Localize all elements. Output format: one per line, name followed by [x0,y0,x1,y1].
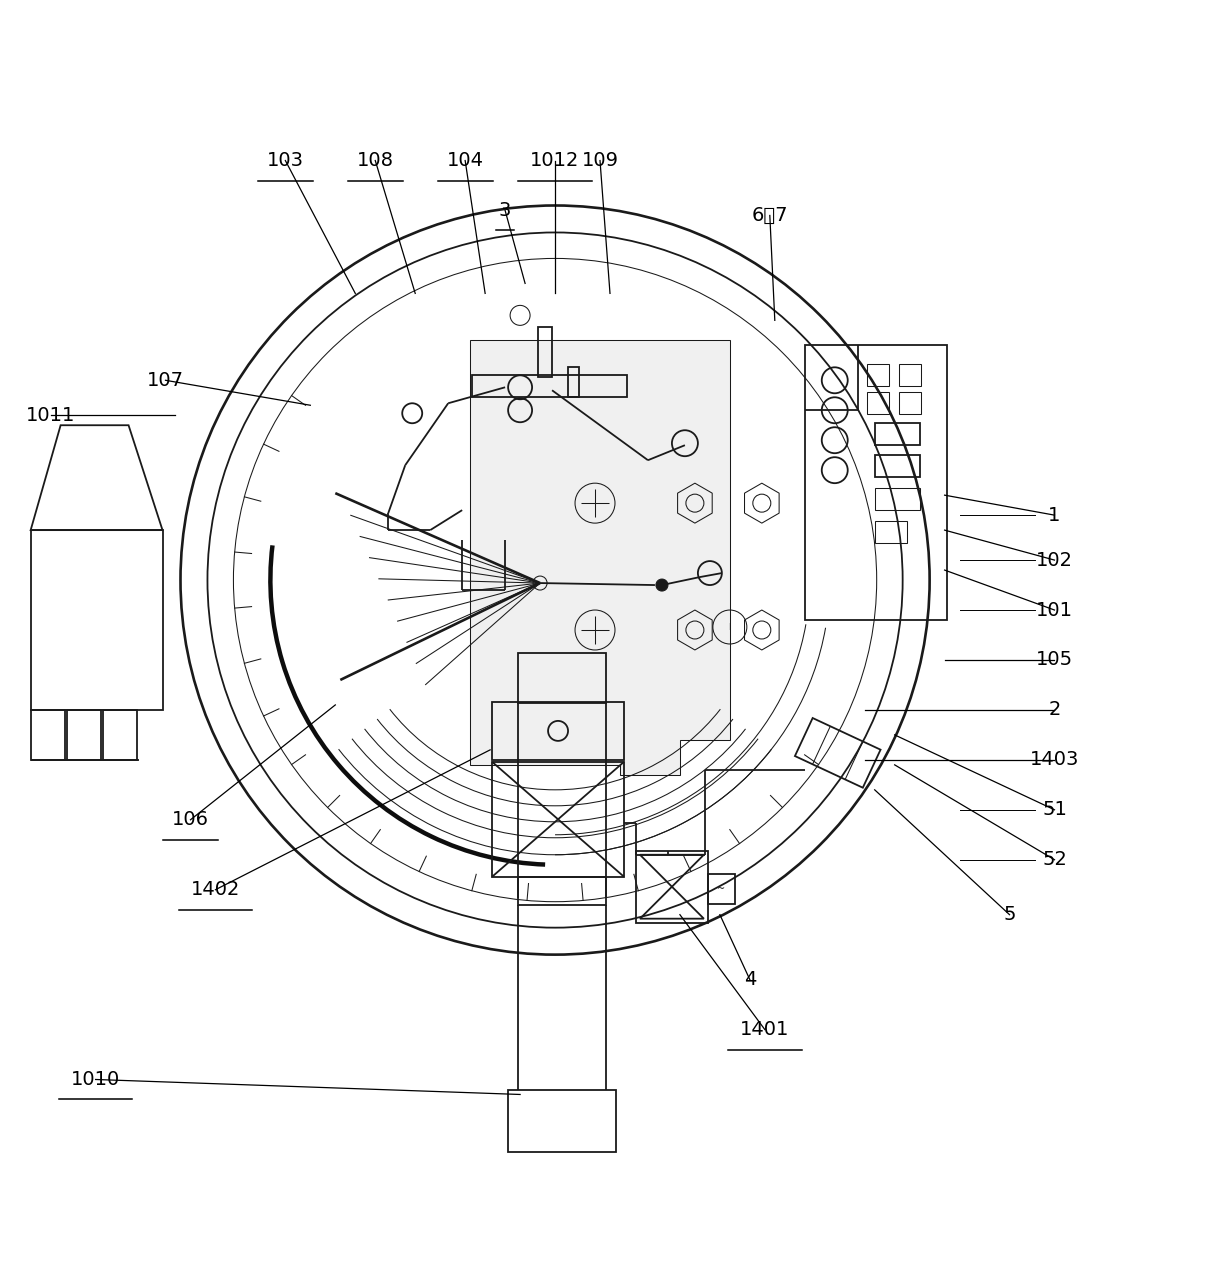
Text: 6、7: 6、7 [752,206,788,225]
Text: 1: 1 [1049,506,1061,525]
Bar [899,364,920,386]
Bar [538,328,552,377]
Text: 106: 106 [172,811,210,830]
Bar [874,424,919,445]
Text: 107: 107 [147,371,184,390]
Bar [492,702,624,760]
Bar [867,392,889,414]
Text: 1401: 1401 [740,1020,790,1039]
Bar [874,488,919,510]
Bar [103,710,137,760]
Bar [67,710,101,760]
Text: I: I [729,622,731,631]
Bar [708,874,735,903]
Text: 1403: 1403 [1029,750,1079,769]
Text: 3: 3 [499,201,511,220]
Bar [492,762,624,877]
Text: 1011: 1011 [25,406,75,425]
Text: 5: 5 [1003,906,1016,925]
Bar [30,530,162,710]
Bar [518,653,606,703]
Bar [568,367,579,397]
Text: 1012: 1012 [530,151,580,170]
Bar [509,1090,616,1152]
Text: 1402: 1402 [191,880,240,899]
Text: 1010: 1010 [71,1070,120,1089]
Text: 101: 101 [1035,601,1073,620]
Text: 4: 4 [744,970,756,989]
Text: ~: ~ [717,884,725,893]
Bar [805,345,947,620]
Text: 2: 2 [1049,701,1061,720]
Bar [472,376,627,397]
Bar [867,364,889,386]
Bar [636,851,708,922]
Polygon shape [470,340,730,775]
Bar [30,710,64,760]
Text: 109: 109 [581,151,619,170]
Text: 51: 51 [1041,801,1067,820]
Text: 105: 105 [1035,650,1073,669]
Text: 102: 102 [1035,550,1073,569]
Bar [874,455,919,477]
Text: 52: 52 [1041,850,1067,869]
Bar [899,392,920,414]
Text: 108: 108 [357,151,394,170]
Circle shape [656,579,668,591]
Bar [874,521,907,543]
Text: 103: 103 [266,151,304,170]
Bar [518,877,606,904]
Text: 104: 104 [447,151,483,170]
